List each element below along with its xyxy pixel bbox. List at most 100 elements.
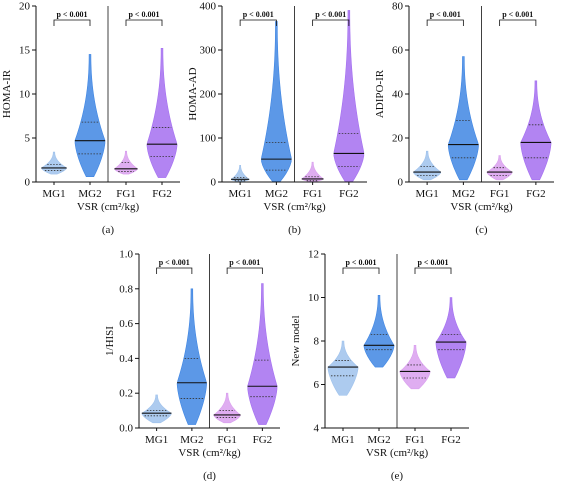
violin-fg2 [435, 297, 467, 379]
y-tick-label: 8 [314, 336, 320, 348]
y-tick-label: 300 [200, 45, 217, 57]
x-axis-title: VSR (cm²/kg) [178, 447, 241, 459]
x-tick-label: FG2 [253, 434, 273, 446]
violin-mg2 [447, 56, 479, 181]
p-value-label: p < 0.001 [315, 10, 346, 19]
violin-mg2 [363, 295, 395, 368]
panel-label: (b) [288, 224, 301, 236]
x-tick-label: MG2 [265, 188, 288, 200]
y-tick-label: 400 [200, 1, 217, 13]
significance-bracket [53, 19, 91, 26]
x-axis-title: VSR (cm²/kg) [450, 201, 513, 213]
violin-fg2 [146, 47, 178, 178]
panel-label: (c) [475, 224, 488, 236]
p-value-label: p < 0.001 [159, 258, 190, 267]
y-tick-label: 20 [19, 1, 31, 13]
y-tick-label: 6 [314, 379, 320, 391]
violin-mg2 [261, 21, 292, 182]
x-tick-label: FG2 [339, 188, 359, 200]
y-tick-label: 10 [308, 292, 320, 304]
significance-bracket [342, 267, 380, 274]
p-value-label: p < 0.001 [243, 10, 274, 19]
significance-bracket [125, 19, 163, 26]
panel-label: (d) [203, 470, 216, 481]
p-value-label: p < 0.001 [345, 258, 376, 267]
p-value-label: p < 0.001 [229, 258, 260, 267]
violin-fg2 [333, 10, 365, 182]
y-tick-label: 12 [308, 249, 319, 261]
chart-panel-b: 0 100 200 300 400 MG1 MG2 FG1 FG2 VSR (cm²/kg) HOM… [187, 1, 367, 236]
y-axis-title: New model [290, 315, 302, 366]
y-tick-label: 0.0 [119, 423, 133, 435]
significance-bracket [499, 19, 537, 26]
p-value-label: p < 0.001 [430, 10, 461, 19]
y-axis-title: 1/HISI [104, 326, 116, 356]
x-tick-label: MG1 [331, 434, 354, 446]
y-tick-label: 0.6 [119, 318, 133, 330]
x-axis-title: VSR (cm²/kg) [263, 201, 326, 213]
y-tick-label: 0.4 [119, 353, 133, 365]
significance-bracket [156, 267, 193, 274]
significance-bracket [312, 19, 350, 26]
y-tick-label: 0 [398, 177, 404, 189]
significance-bracket [226, 267, 263, 274]
y-tick-label: 15 [19, 45, 31, 57]
x-tick-label: MG1 [416, 188, 439, 200]
x-tick-label: FG1 [116, 188, 136, 200]
y-axis-title: HOMA-IR [1, 69, 13, 118]
x-tick-label: MG2 [367, 434, 390, 446]
x-tick-label: FG1 [217, 434, 237, 446]
x-tick-label: FG2 [526, 188, 546, 200]
y-axis-title: HOMA-AD [187, 67, 199, 120]
y-tick-label: 1.0 [119, 249, 133, 261]
y-tick-label: 100 [200, 133, 217, 145]
violin-mg2 [74, 54, 106, 178]
significance-bracket [414, 267, 452, 274]
significance-bracket [426, 19, 464, 26]
violin-fg2 [520, 80, 552, 181]
p-value-label: p < 0.001 [128, 10, 159, 19]
x-tick-label: MG2 [180, 434, 203, 446]
x-tick-label: FG1 [303, 188, 323, 200]
p-value-label: p < 0.001 [502, 10, 533, 19]
panel-label: (a) [102, 224, 115, 236]
chart-panel-d: 0.0 0.2 0.4 0.6 0.8 1.0 MG1 MG2 FG1 FG2 VSR (cm²/k… [104, 249, 280, 481]
y-tick-label: 0.8 [119, 283, 133, 295]
p-value-label: p < 0.001 [56, 10, 87, 19]
violin-fg1 [399, 345, 431, 390]
y-axis-title: ADIPO-IR [374, 69, 386, 118]
x-tick-label: MG1 [42, 188, 65, 200]
p-value-label: p < 0.001 [417, 258, 448, 267]
x-tick-label: FG1 [490, 188, 510, 200]
violin-fg1 [213, 392, 241, 424]
violin-mg2 [176, 288, 207, 425]
y-tick-label: 5 [25, 133, 31, 145]
x-tick-label: FG2 [441, 434, 461, 446]
violin-mg1 [141, 394, 172, 424]
panel-label: (e) [391, 470, 404, 481]
y-tick-label: 200 [200, 89, 217, 101]
y-tick-label: 60 [392, 45, 404, 57]
significance-bracket [239, 19, 277, 26]
y-tick-label: 10 [19, 89, 31, 101]
y-tick-label: 80 [392, 1, 404, 13]
violin-mg1 [327, 340, 359, 396]
chart-panel-c: 0 20 40 60 80 MG1 MG2 FG1 FG2 VSR (cm²/kg) ADIPO-I… [374, 1, 554, 236]
y-tick-label: 0.2 [119, 388, 133, 400]
chart-panel-e: 4 6 8 10 12 MG1 MG2 FG1 FG2 VSR (cm²/kg) New model… [290, 249, 469, 481]
x-axis-title: VSR (cm²/kg) [77, 201, 140, 213]
y-tick-label: 4 [314, 423, 320, 435]
y-tick-label: 0 [25, 177, 31, 189]
x-tick-label: MG1 [145, 434, 168, 446]
violin-fg2 [247, 283, 278, 425]
x-axis-title: VSR (cm²/kg) [366, 447, 429, 459]
chart-panel-a: 0 5 10 15 20 MG1 MG2 FG1 FG2 VSR (cm²/kg) HOMA-IR p… [1, 1, 180, 236]
x-tick-label: FG2 [152, 188, 172, 200]
x-tick-label: MG2 [452, 188, 475, 200]
violin-mg1 [41, 151, 67, 175]
y-tick-label: 0 [211, 177, 217, 189]
x-tick-label: MG2 [78, 188, 101, 200]
x-tick-label: FG1 [405, 434, 425, 446]
x-tick-label: MG1 [229, 188, 252, 200]
